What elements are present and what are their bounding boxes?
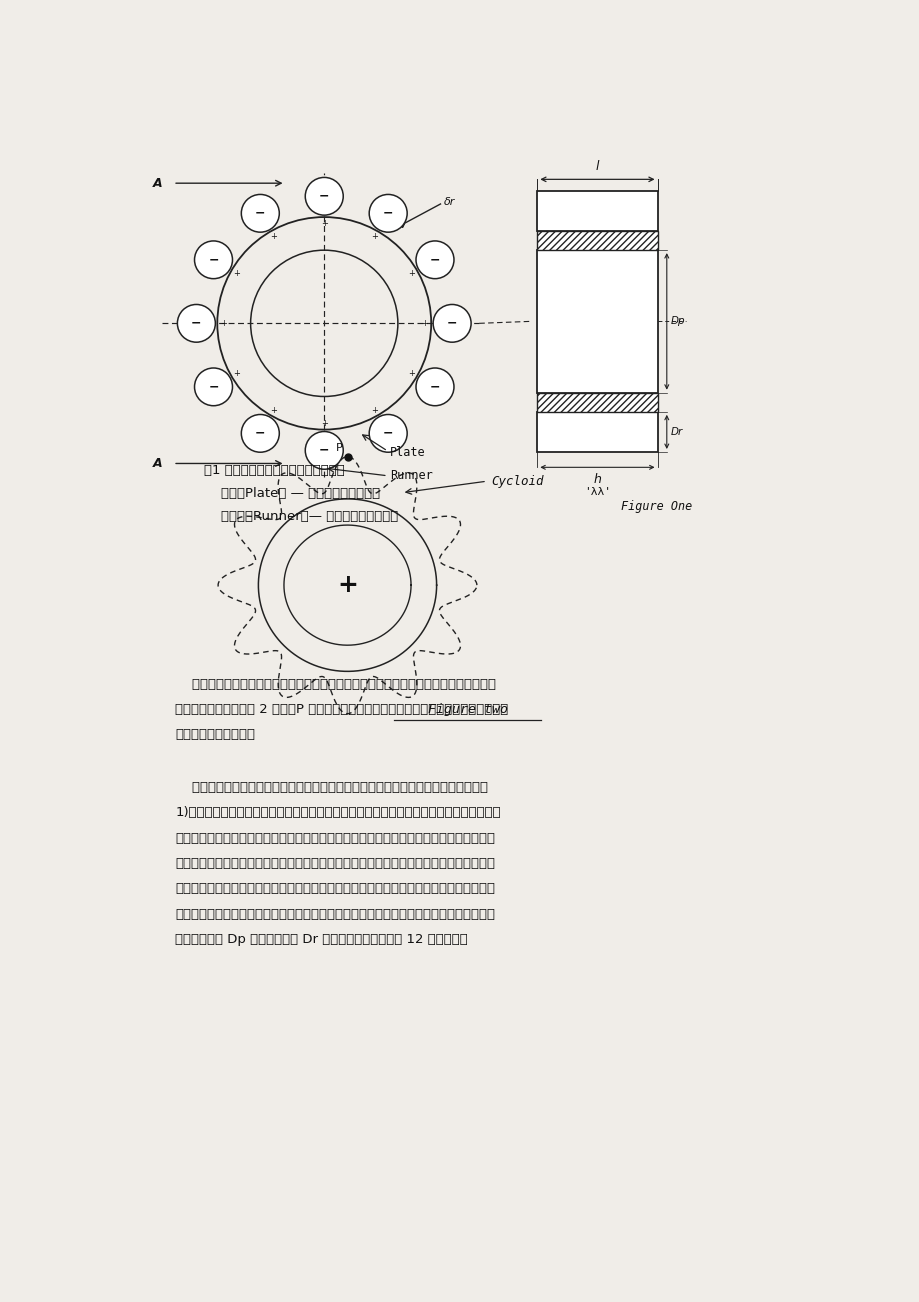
Circle shape: [415, 241, 453, 279]
Text: +: +: [408, 368, 414, 378]
Text: −: −: [255, 207, 266, 220]
Text: −: −: [319, 444, 329, 457]
Text: P: P: [335, 444, 343, 453]
Text: +: +: [408, 268, 414, 277]
Text: −: −: [319, 190, 329, 203]
Text: +: +: [220, 319, 227, 328]
Text: 对滑动的纯滚动，如图 2 所示，P 点随磁滚筒绕圆盘一周后回到原来的位置，所经历的轨迹: 对滑动的纯滚动，如图 2 所示，P 点随磁滚筒绕圆盘一周后回到原来的位置，所经历…: [176, 703, 508, 716]
Text: Figure two: Figure two: [427, 703, 507, 716]
Text: −: −: [382, 207, 393, 220]
Text: +: +: [233, 368, 240, 378]
Circle shape: [177, 305, 215, 342]
Text: +: +: [370, 232, 378, 241]
Circle shape: [369, 414, 407, 452]
Text: A: A: [153, 177, 163, 190]
Text: Plate: Plate: [390, 447, 425, 460]
Text: Cycloid: Cycloid: [491, 475, 543, 488]
Text: −: −: [429, 254, 440, 267]
Bar: [537, 250, 657, 393]
Text: h: h: [593, 474, 601, 487]
Circle shape: [305, 431, 343, 469]
Text: 测量表明，产生的电势差为圆盘和磁滚筒的径向，圆盘为正极，磁滚筒为负极（如图: 测量表明，产生的电势差为圆盘和磁滚筒的径向，圆盘为正极，磁滚筒为负极（如图: [176, 781, 488, 794]
Text: +: +: [321, 219, 327, 228]
Text: 'λλ': 'λλ': [584, 487, 610, 496]
Text: Figure One: Figure One: [620, 500, 692, 513]
Circle shape: [369, 194, 407, 232]
Text: l: l: [595, 160, 598, 173]
Circle shape: [305, 177, 343, 215]
Text: +: +: [321, 419, 327, 428]
Text: 行，圆盘直径 Dp 与磁滚筒直径 Dr 之比应为一个大于等于 12 的正整数：: 行，圆盘直径 Dp 与磁滚筒直径 Dr 之比应为一个大于等于 12 的正整数：: [176, 934, 468, 947]
Text: 1)。原则上，磁滚筒和圆盘发生电磁偶尔后，不需要什么来保持回转电池的运转。然而，作: 1)。原则上，磁滚筒和圆盘发生电磁偶尔后，不需要什么来保持回转电池的运转。然而，…: [176, 806, 501, 819]
Text: +: +: [370, 405, 378, 414]
Bar: [537, 191, 657, 230]
Text: −: −: [191, 316, 201, 329]
Text: +: +: [270, 405, 277, 414]
Text: −: −: [255, 427, 266, 440]
Text: −: −: [208, 380, 219, 393]
Text: 图1 回转电池的核心，是最简单的形式: 图1 回转电池的核心，是最简单的形式: [204, 465, 345, 478]
Circle shape: [415, 368, 453, 406]
Circle shape: [194, 241, 233, 279]
Text: 需等于摆线的整数倍。: 需等于摆线的整数倍。: [176, 728, 255, 741]
Text: −: −: [382, 427, 393, 440]
Circle shape: [433, 305, 471, 342]
Text: +: +: [336, 573, 357, 598]
Circle shape: [241, 194, 279, 232]
Text: 几乎降低为零。实验表明，输出的能量随着磁滚筒数量的增加而增加。为了保证系统稳定运: 几乎降低为零。实验表明，输出的能量随着磁滚筒数量的增加而增加。为了保证系统稳定运: [176, 907, 495, 921]
Bar: [537, 393, 657, 411]
Text: −: −: [208, 254, 219, 267]
Text: +: +: [233, 268, 240, 277]
Text: 磁滚筒（Runner）— 运动的圆柱形棒状体: 磁滚筒（Runner）— 运动的圆柱形棒状体: [204, 510, 398, 523]
Text: +: +: [421, 319, 428, 328]
Text: A: A: [153, 457, 163, 470]
Text: +: +: [270, 232, 277, 241]
Bar: [537, 230, 657, 250]
Text: 盘和磁滚筒间的机械和流电接触，电磁相互作用和离心力使它们之间产生间隙，从而将摩擦: 盘和磁滚筒间的机械和流电接触，电磁相互作用和离心力使它们之间产生间隙，从而将摩擦: [176, 883, 495, 896]
Text: δr: δr: [444, 197, 455, 207]
Bar: [537, 411, 657, 452]
Circle shape: [194, 368, 233, 406]
Text: 圆盘（Plate） — 单位固定的环形磁体: 圆盘（Plate） — 单位固定的环形磁体: [204, 487, 380, 500]
Text: Dp: Dp: [670, 316, 685, 327]
Text: 为一个扭矩发生装置，它的管道和外壳必需适合于转移产生的能量。而且，在应用上，它是: 为一个扭矩发生装置，它的管道和外壳必需适合于转移产生的能量。而且，在应用上，它是: [176, 832, 495, 845]
Circle shape: [241, 414, 279, 452]
Text: −: −: [447, 316, 457, 329]
Text: Dr: Dr: [670, 427, 682, 437]
Text: Runner: Runner: [390, 469, 433, 482]
Text: 在运行期间，每个磁滚筒绕自身的中心轴自转，同时绕圆盘中心点，在圆盘表面做无相: 在运行期间，每个磁滚筒绕自身的中心轴自转，同时绕圆盘中心点，在圆盘表面做无相: [176, 677, 496, 690]
Text: −: −: [429, 380, 440, 393]
Text: 内置在主结构里的，磁滚筒应该比圆盘要短，以防止磁滚筒被卡住。装置运行时，为防止圆: 内置在主结构里的，磁滚筒应该比圆盘要短，以防止磁滚筒被卡住。装置运行时，为防止圆: [176, 857, 495, 870]
